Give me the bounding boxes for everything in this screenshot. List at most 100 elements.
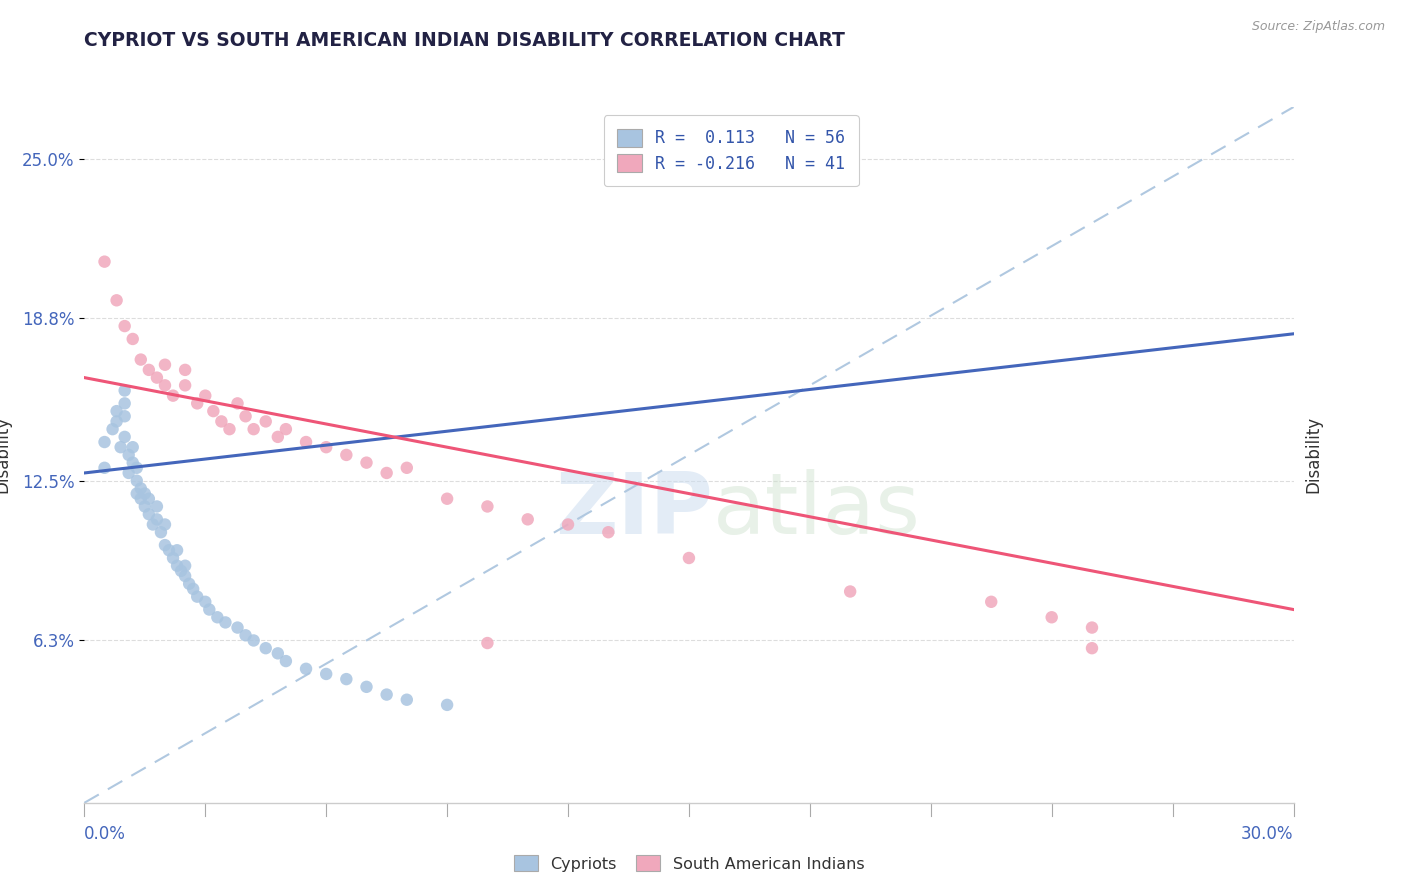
Point	[356, 680, 378, 694]
Point	[146, 500, 169, 514]
Point	[114, 384, 136, 398]
Text: Source: ZipAtlas.com: Source: ZipAtlas.com	[1251, 20, 1385, 33]
Point	[267, 646, 290, 660]
Point	[436, 698, 458, 712]
Point	[129, 482, 152, 496]
Point	[181, 582, 204, 596]
Legend: Cypriots, South American Indians: Cypriots, South American Indians	[506, 847, 872, 880]
Text: ZIP: ZIP	[555, 469, 713, 552]
Point	[125, 460, 148, 475]
Point	[149, 525, 172, 540]
Point	[315, 667, 337, 681]
Point	[93, 254, 115, 268]
Point	[218, 422, 240, 436]
Point	[274, 422, 297, 436]
Point	[114, 409, 136, 424]
Point	[235, 409, 257, 424]
Y-axis label: Disability: Disability	[1305, 417, 1323, 493]
Point	[980, 595, 1002, 609]
Point	[226, 621, 249, 635]
Point	[375, 688, 398, 702]
Point	[335, 672, 357, 686]
Point	[118, 466, 141, 480]
Point	[162, 389, 184, 403]
Point	[110, 440, 132, 454]
Point	[295, 662, 318, 676]
Point	[138, 507, 160, 521]
Point	[1081, 621, 1104, 635]
Point	[356, 456, 378, 470]
Text: 0.0%: 0.0%	[84, 825, 127, 843]
Point	[179, 576, 201, 591]
Point	[114, 319, 136, 334]
Point	[174, 363, 197, 377]
Point	[557, 517, 579, 532]
Point	[153, 517, 176, 532]
Point	[101, 422, 124, 436]
Point	[214, 615, 236, 630]
Point	[134, 486, 156, 500]
Point	[121, 440, 143, 454]
Point	[207, 610, 229, 624]
Point	[170, 564, 193, 578]
Point	[186, 396, 208, 410]
Point	[436, 491, 458, 506]
Text: CYPRIOT VS SOUTH AMERICAN INDIAN DISABILITY CORRELATION CHART: CYPRIOT VS SOUTH AMERICAN INDIAN DISABIL…	[84, 31, 845, 50]
Point	[477, 500, 499, 514]
Point	[395, 460, 418, 475]
Point	[315, 440, 337, 454]
Point	[134, 500, 156, 514]
Point	[153, 358, 176, 372]
Point	[598, 525, 620, 540]
Y-axis label: Disability: Disability	[0, 417, 11, 493]
Point	[153, 538, 176, 552]
Point	[118, 448, 141, 462]
Point	[138, 363, 160, 377]
Point	[1081, 641, 1104, 656]
Point	[174, 569, 197, 583]
Point	[157, 543, 180, 558]
Point	[194, 595, 217, 609]
Point	[242, 633, 264, 648]
Point	[477, 636, 499, 650]
Point	[142, 517, 165, 532]
Point	[114, 396, 136, 410]
Text: atlas: atlas	[713, 469, 921, 552]
Legend: R =  0.113   N = 56, R = -0.216   N = 41: R = 0.113 N = 56, R = -0.216 N = 41	[603, 115, 859, 186]
Point	[194, 389, 217, 403]
Point	[395, 692, 418, 706]
Point	[226, 396, 249, 410]
Point	[105, 293, 128, 308]
Point	[105, 404, 128, 418]
Point	[114, 430, 136, 444]
Point	[121, 332, 143, 346]
Point	[202, 404, 225, 418]
Point	[129, 352, 152, 367]
Point	[516, 512, 538, 526]
Point	[174, 558, 197, 573]
Point	[146, 512, 169, 526]
Point	[125, 486, 148, 500]
Point	[153, 378, 176, 392]
Point	[174, 378, 197, 392]
Point	[254, 414, 277, 428]
Point	[678, 551, 700, 566]
Point	[335, 448, 357, 462]
Point	[375, 466, 398, 480]
Point	[242, 422, 264, 436]
Point	[121, 456, 143, 470]
Point	[162, 551, 184, 566]
Point	[209, 414, 232, 428]
Point	[146, 370, 169, 384]
Point	[198, 602, 221, 616]
Point	[93, 435, 115, 450]
Point	[295, 435, 318, 450]
Point	[839, 584, 862, 599]
Point	[138, 491, 160, 506]
Point	[93, 460, 115, 475]
Point	[235, 628, 257, 642]
Point	[166, 543, 188, 558]
Point	[129, 491, 152, 506]
Point	[254, 641, 277, 656]
Point	[274, 654, 297, 668]
